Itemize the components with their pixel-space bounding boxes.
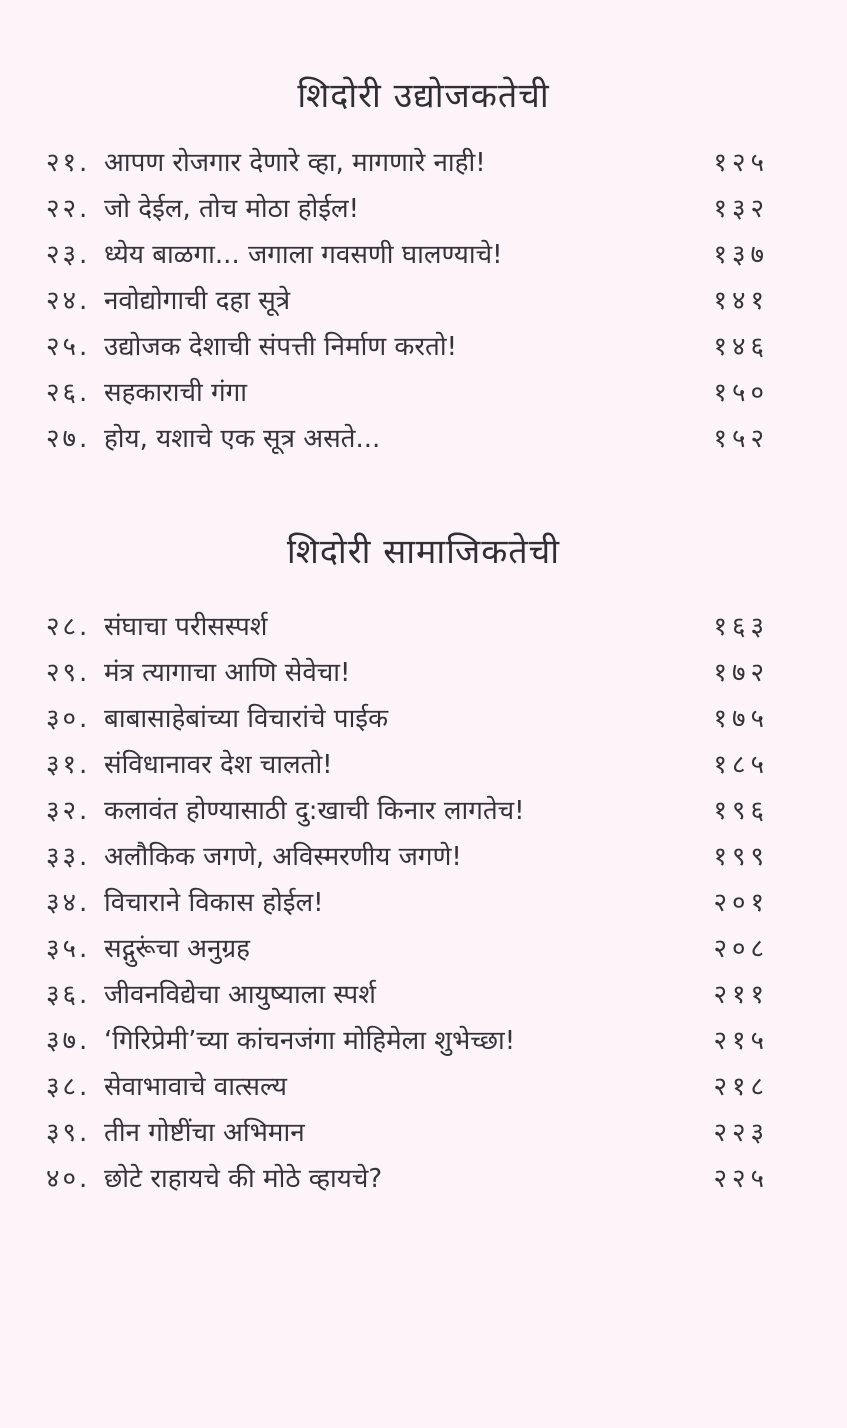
toc-item-number: ३४. [46, 888, 91, 918]
toc-item-number: २४. [46, 286, 91, 316]
toc-item-title: अलौकिक जगणे, अविस्मरणीय जगणे! [104, 842, 462, 872]
toc-item-page-number: १७५ [713, 704, 769, 734]
toc-item-title: जीवनविद्येचा आयुष्याला स्पर्श [104, 980, 376, 1010]
toc-row: ३२. कलावंत होण्यासाठी दु:खाची किनार लागत… [46, 788, 769, 834]
toc-row: २१. आपण रोजगार देणारे व्हा, मागणारे नाही… [46, 140, 769, 186]
section-title: शिदोरी सामाजिकतेची [286, 532, 561, 572]
toc-item-page-number: २१५ [713, 1026, 769, 1056]
toc-item-title: ‘गिरिप्रेमी’च्या कांचनजंगा मोहिमेला शुभे… [104, 1026, 516, 1056]
toc-item-number: ३८. [46, 1072, 91, 1102]
toc-item-number: २८. [46, 612, 91, 642]
toc-row: ३८. सेवाभावाचे वात्सल्य २१८ [46, 1064, 769, 1110]
toc-item-number: ३९. [46, 1118, 91, 1148]
toc-item-page-number: १४१ [713, 286, 769, 316]
toc-item-number: ३१. [46, 750, 91, 780]
toc-row: ४०. छोटे राहायचे की मोठे व्हायचे? २२५ [46, 1156, 769, 1202]
toc-item-title: जो देईल, तोच मोठा होईल! [104, 194, 360, 224]
toc-section-social: शिदोरी सामाजिकतेची २८. संघाचा परीसस्पर्श… [0, 526, 847, 1202]
toc-item-title: ध्येय बाळगा... जगाला गवसणी घालण्याचे! [104, 240, 503, 270]
toc-item-page-number: २११ [713, 980, 769, 1010]
toc-row: ३५. सद्गुरूंचा अनुग्रह २०८ [46, 926, 769, 972]
toc-row: २५. उद्योजक देशाची संपत्ती निर्माण करतो!… [46, 324, 769, 370]
toc-item-title: छोटे राहायचे की मोठे व्हायचे? [104, 1164, 383, 1194]
toc-row: २९. मंत्र त्यागाचा आणि सेवेचा! १७२ [46, 650, 769, 696]
toc-item-page-number: १९६ [713, 796, 769, 826]
section-title: शिदोरी उद्योजकतेची [297, 76, 550, 116]
toc-item-page-number: १३२ [713, 194, 769, 224]
toc-item-title: तीन गोष्टींचा अभिमान [104, 1118, 305, 1148]
toc-item-title: नवोद्योगाची दहा सूत्रे [104, 286, 291, 316]
toc-row: ३०. बाबासाहेबांच्या विचारांचे पाईक १७५ [46, 696, 769, 742]
toc-item-page-number: १७२ [713, 658, 769, 688]
toc-row: ३९. तीन गोष्टींचा अभिमान २२३ [46, 1110, 769, 1156]
toc-item-page-number: १९९ [713, 842, 769, 872]
toc-row: २३. ध्येय बाळगा... जगाला गवसणी घालण्याचे… [46, 232, 769, 278]
toc-section-entrepreneurship: शिदोरी उद्योजकतेची २१. आपण रोजगार देणारे… [0, 70, 847, 462]
toc-item-title: संविधानावर देश चालतो! [104, 750, 333, 780]
toc-item-title: होय, यशाचे एक सूत्र असते... [104, 424, 381, 454]
toc-item-number: २२. [46, 194, 91, 224]
toc-row: २४. नवोद्योगाची दहा सूत्रे १४१ [46, 278, 769, 324]
toc-item-page-number: १८५ [713, 750, 769, 780]
toc-item-title: उद्योजक देशाची संपत्ती निर्माण करतो! [104, 332, 458, 362]
toc-row: ३६. जीवनविद्येचा आयुष्याला स्पर्श २११ [46, 972, 769, 1018]
toc-row: ३१. संविधानावर देश चालतो! १८५ [46, 742, 769, 788]
toc-item-page-number: २०८ [713, 934, 769, 964]
toc-item-title: सेवाभावाचे वात्सल्य [104, 1072, 287, 1102]
toc-row: ३४. विचाराने विकास होईल! २०१ [46, 880, 769, 926]
toc-item-page-number: १२५ [713, 148, 769, 178]
toc-item-number: ३३. [46, 842, 91, 872]
toc-item-title: बाबासाहेबांच्या विचारांचे पाईक [104, 704, 389, 734]
toc-item-page-number: २०१ [713, 888, 769, 918]
toc-item-number: २३. [46, 240, 91, 270]
toc-item-title: सद्गुरूंचा अनुग्रह [104, 934, 250, 964]
toc-item-number: ३६. [46, 980, 91, 1010]
toc-item-number: २१. [46, 148, 91, 178]
toc-item-number: २५. [46, 332, 91, 362]
toc-item-number: २७. [46, 424, 91, 454]
toc-item-title: आपण रोजगार देणारे व्हा, मागणारे नाही! [104, 148, 486, 178]
toc-row: ३७. ‘गिरिप्रेमी’च्या कांचनजंगा मोहिमेला … [46, 1018, 769, 1064]
toc-item-page-number: २२५ [713, 1164, 769, 1194]
toc-list: २१. आपण रोजगार देणारे व्हा, मागणारे नाही… [0, 140, 847, 462]
toc-item-number: ३०. [46, 704, 91, 734]
toc-row: २७. होय, यशाचे एक सूत्र असते... १५२ [46, 416, 769, 462]
toc-item-title: विचाराने विकास होईल! [104, 888, 324, 918]
toc-item-number: ३५. [46, 934, 91, 964]
toc-item-title: मंत्र त्यागाचा आणि सेवेचा! [104, 658, 351, 688]
toc-item-page-number: १३७ [713, 240, 769, 270]
toc-item-page-number: २२३ [713, 1118, 769, 1148]
toc-item-page-number: १५२ [713, 424, 769, 454]
toc-row: २८. संघाचा परीसस्पर्श १६३ [46, 604, 769, 650]
toc-item-page-number: १५० [713, 378, 769, 408]
toc-item-number: ३२. [46, 796, 91, 826]
toc-list: २८. संघाचा परीसस्पर्श १६३ २९. मंत्र त्या… [0, 604, 847, 1202]
page-content: शिदोरी उद्योजकतेची २१. आपण रोजगार देणारे… [0, 70, 847, 1202]
toc-item-page-number: १६३ [713, 612, 769, 642]
toc-item-number: ४०. [46, 1164, 91, 1194]
toc-item-title: कलावंत होण्यासाठी दु:खाची किनार लागतेच! [104, 796, 525, 826]
toc-item-title: संघाचा परीसस्पर्श [104, 612, 268, 642]
toc-item-title: सहकाराची गंगा [104, 378, 247, 408]
toc-row: ३३. अलौकिक जगणे, अविस्मरणीय जगणे! १९९ [46, 834, 769, 880]
toc-item-number: २६. [46, 378, 91, 408]
toc-item-number: ३७. [46, 1026, 91, 1056]
toc-item-page-number: २१८ [713, 1072, 769, 1102]
toc-row: २२. जो देईल, तोच मोठा होईल! १३२ [46, 186, 769, 232]
toc-item-page-number: १४६ [713, 332, 769, 362]
toc-row: २६. सहकाराची गंगा १५० [46, 370, 769, 416]
toc-item-number: २९. [46, 658, 91, 688]
